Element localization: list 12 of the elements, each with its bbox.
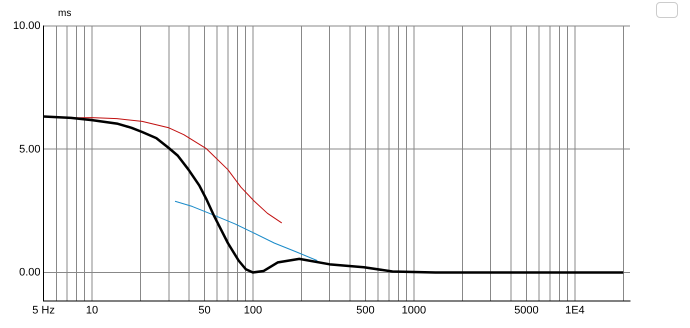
x-tick-label: 1E4 <box>565 304 585 316</box>
y-tick-label: 10.00 <box>12 20 41 32</box>
x-tick-label: 5000 <box>514 304 539 316</box>
x-tick-label: 5 Hz <box>32 304 55 316</box>
x-tick-label: 50 <box>198 304 211 316</box>
x-tick-label: 10 <box>86 304 98 316</box>
x-tick-label: 100 <box>244 304 262 316</box>
y-axis-title: ms <box>58 8 72 19</box>
x-tick-label: 1000 <box>402 304 426 316</box>
y-tick-label: 0.00 <box>19 266 41 278</box>
y-tick-label: 5.00 <box>19 143 41 156</box>
x-tick-label: 500 <box>356 304 375 316</box>
